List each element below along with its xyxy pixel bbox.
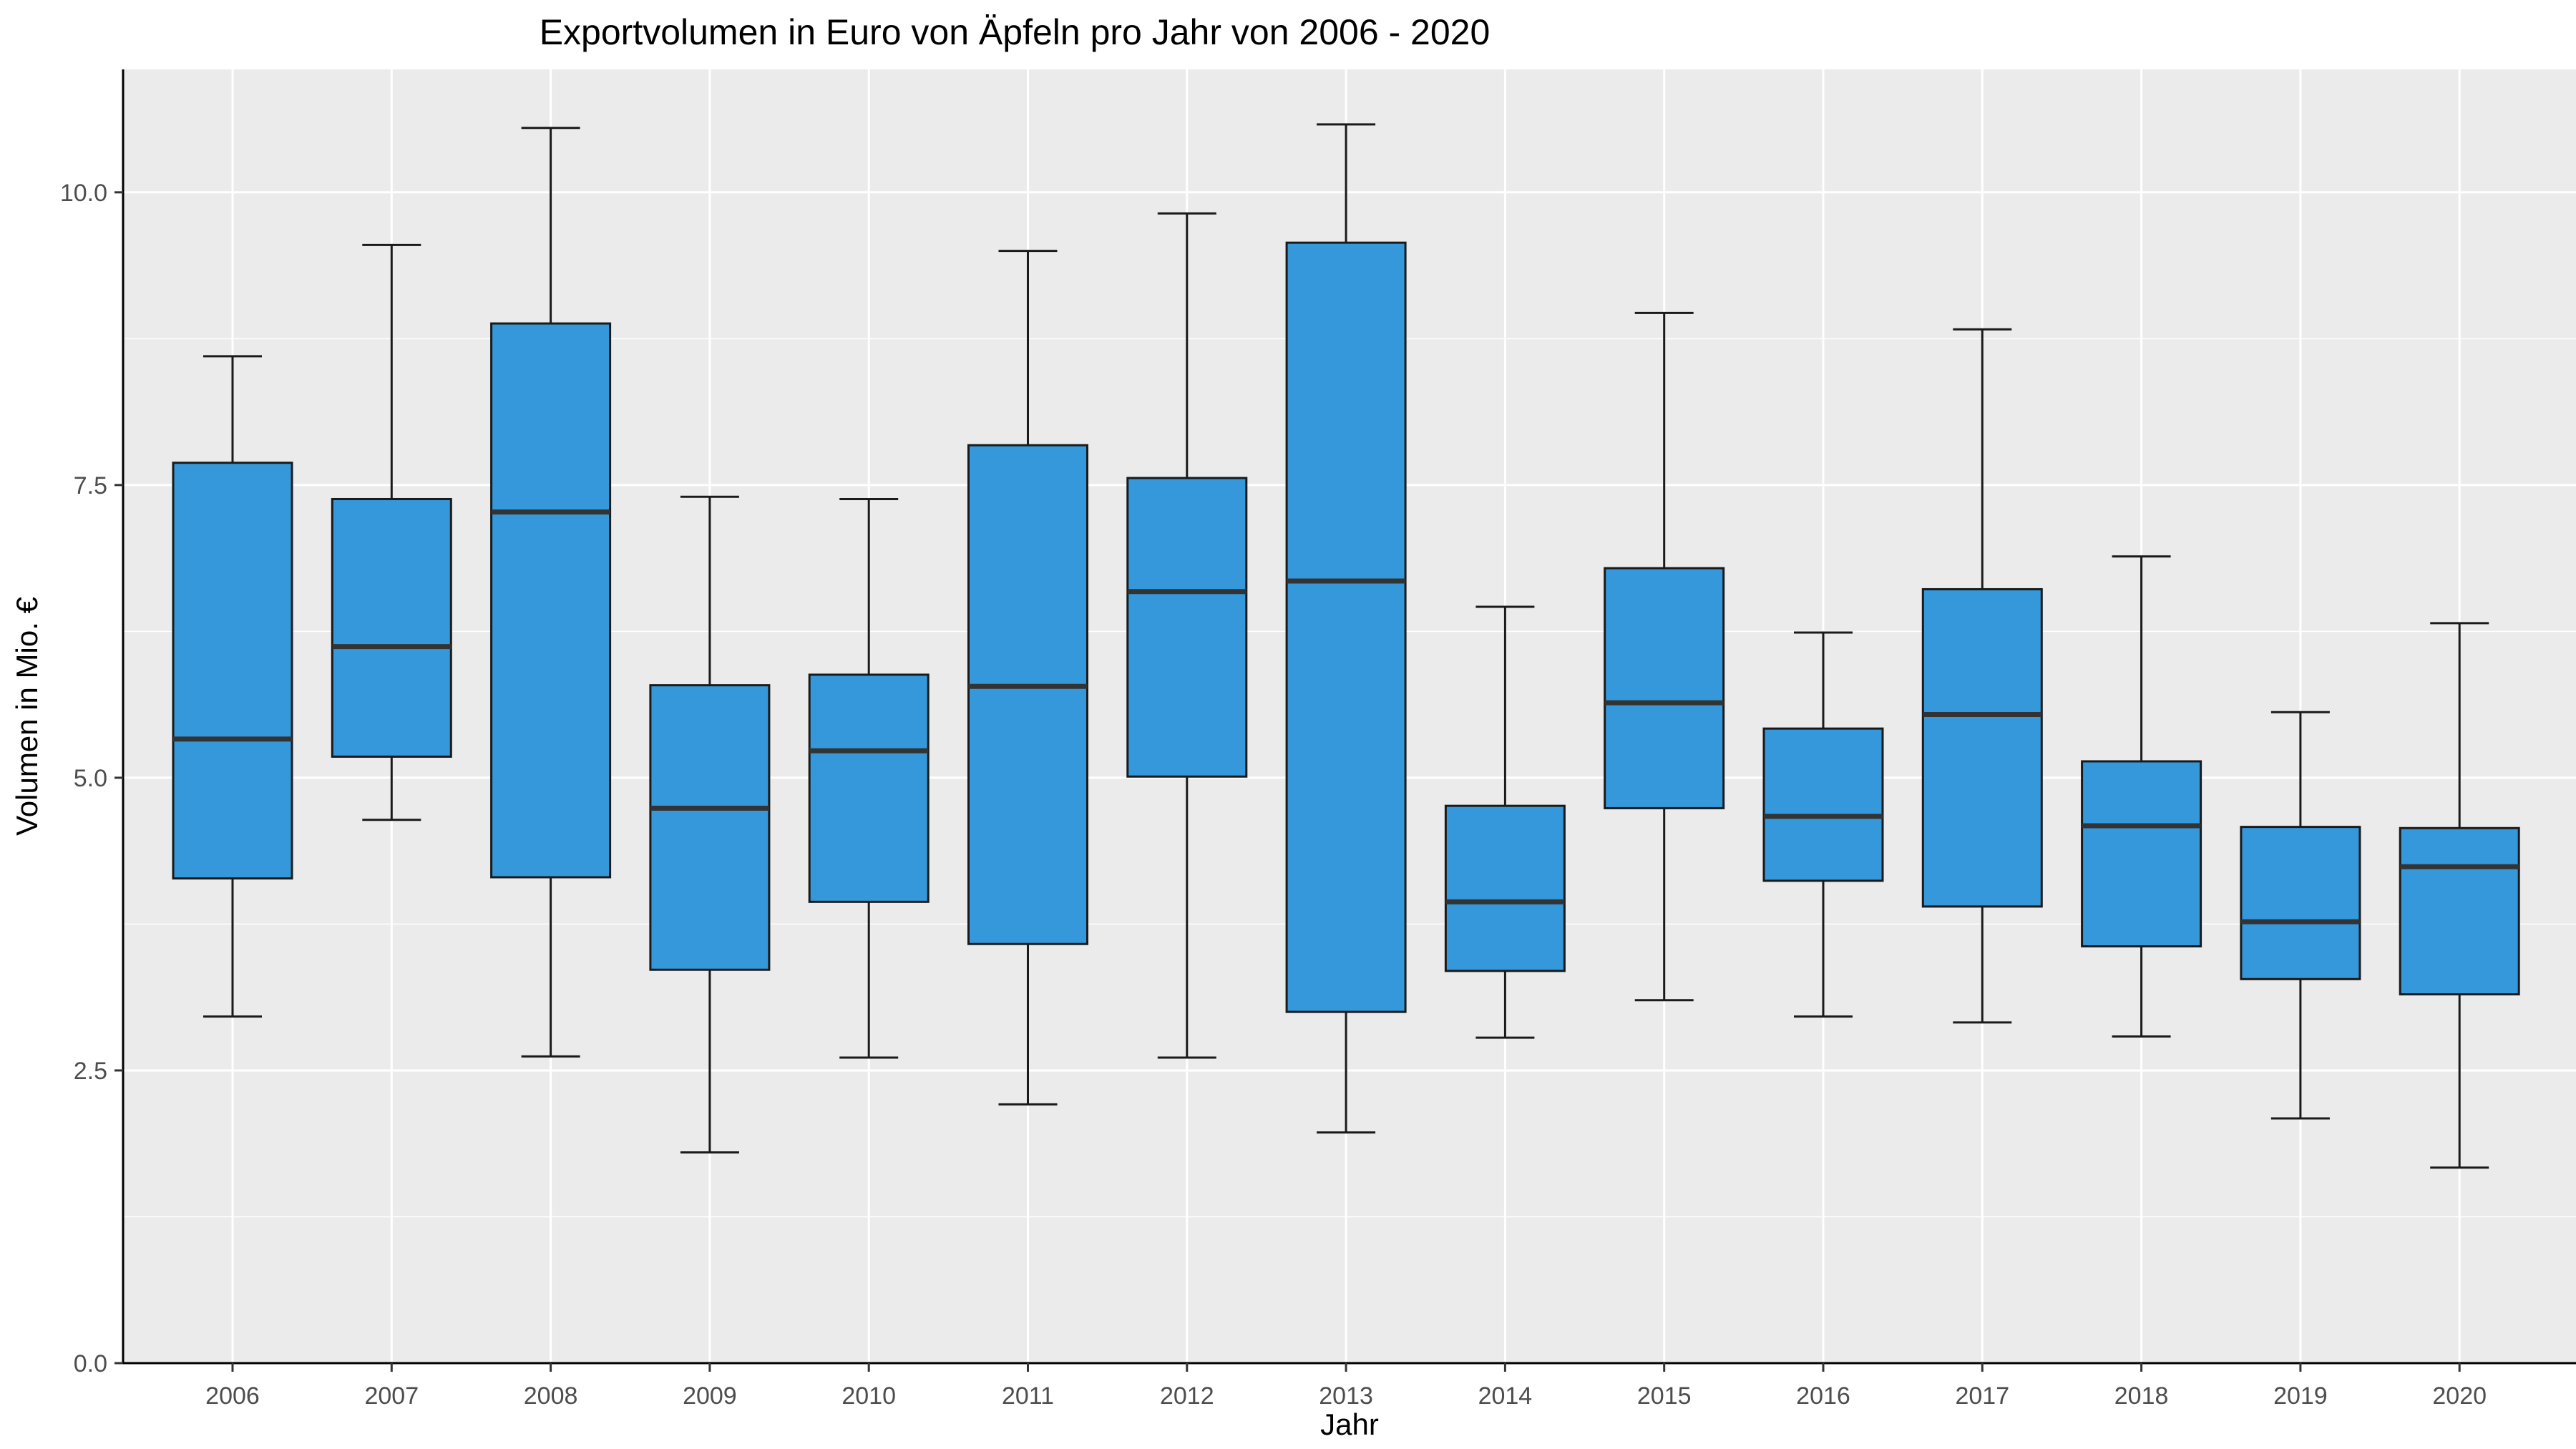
box-iqr [2399, 826, 2520, 996]
boxes [172, 123, 2520, 1169]
box-2016 [1762, 631, 1884, 1018]
y-tick-label: 10.0 [60, 180, 107, 207]
box-2013 [1285, 123, 1407, 1134]
box-iqr [331, 497, 452, 758]
y-tick-label: 5.0 [74, 765, 107, 792]
y-tick-label: 2.5 [74, 1058, 107, 1085]
box-2017 [1921, 328, 2043, 1024]
box-iqr [1762, 727, 1884, 882]
x-tick-label: 2014 [1478, 1382, 1533, 1410]
box-2018 [2081, 555, 2202, 1038]
box-iqr [2081, 760, 2202, 948]
box-2010 [808, 497, 930, 1059]
box-iqr [1921, 587, 2043, 908]
box-iqr [490, 322, 612, 879]
box-2019 [2240, 711, 2361, 1120]
x-tick-label: 2006 [205, 1382, 260, 1410]
box-iqr [1126, 477, 1248, 778]
box-2006 [172, 355, 293, 1018]
box-2007 [331, 243, 452, 821]
x-tick-label: 2018 [2114, 1382, 2169, 1410]
box-iqr [967, 444, 1088, 945]
box-iqr [1285, 241, 1407, 1013]
x-tick-label: 2020 [2432, 1382, 2487, 1410]
box-iqr [649, 684, 771, 971]
x-tick-label: 2011 [1002, 1382, 1054, 1410]
box-iqr [2240, 826, 2361, 980]
x-tick-label: 2017 [1955, 1382, 2009, 1410]
box-iqr [808, 673, 930, 903]
x-tick-label: 2012 [1160, 1382, 1214, 1410]
x-tick-label: 2015 [1637, 1382, 1692, 1410]
box-2009 [649, 495, 771, 1153]
box-2015 [1604, 311, 1725, 1002]
x-tick-label: 2019 [2273, 1382, 2328, 1410]
box-2008 [490, 127, 612, 1058]
box-iqr [1604, 567, 1725, 809]
x-tick-label: 2010 [841, 1382, 896, 1410]
x-axis-title: Jahr [1320, 1407, 1379, 1441]
box-iqr [1444, 804, 1566, 972]
x-tick-label: 2007 [364, 1382, 419, 1410]
box-2011 [967, 250, 1088, 1106]
y-axis-title: Volumen in Mio. € [10, 597, 44, 836]
x-tick-label: 2008 [524, 1382, 578, 1410]
chart-title: Exportvolumen in Euro von Äpfeln pro Jah… [540, 12, 1491, 52]
x-tick-label: 2009 [683, 1382, 737, 1410]
x-tick-label: 2016 [1796, 1382, 1850, 1410]
y-tick-label: 7.5 [74, 472, 107, 499]
box-2014 [1444, 605, 1566, 1039]
x-tick-label: 2013 [1319, 1382, 1373, 1410]
box-iqr [172, 462, 293, 880]
axis-ticks: 0.0 2.5 5.0 7.5 10.0 2006 2007 2008 2009 2010 2011… [60, 180, 2487, 1410]
y-tick-label: 0.0 [74, 1350, 107, 1377]
box-2020 [2399, 622, 2520, 1169]
box-2012 [1126, 212, 1248, 1059]
